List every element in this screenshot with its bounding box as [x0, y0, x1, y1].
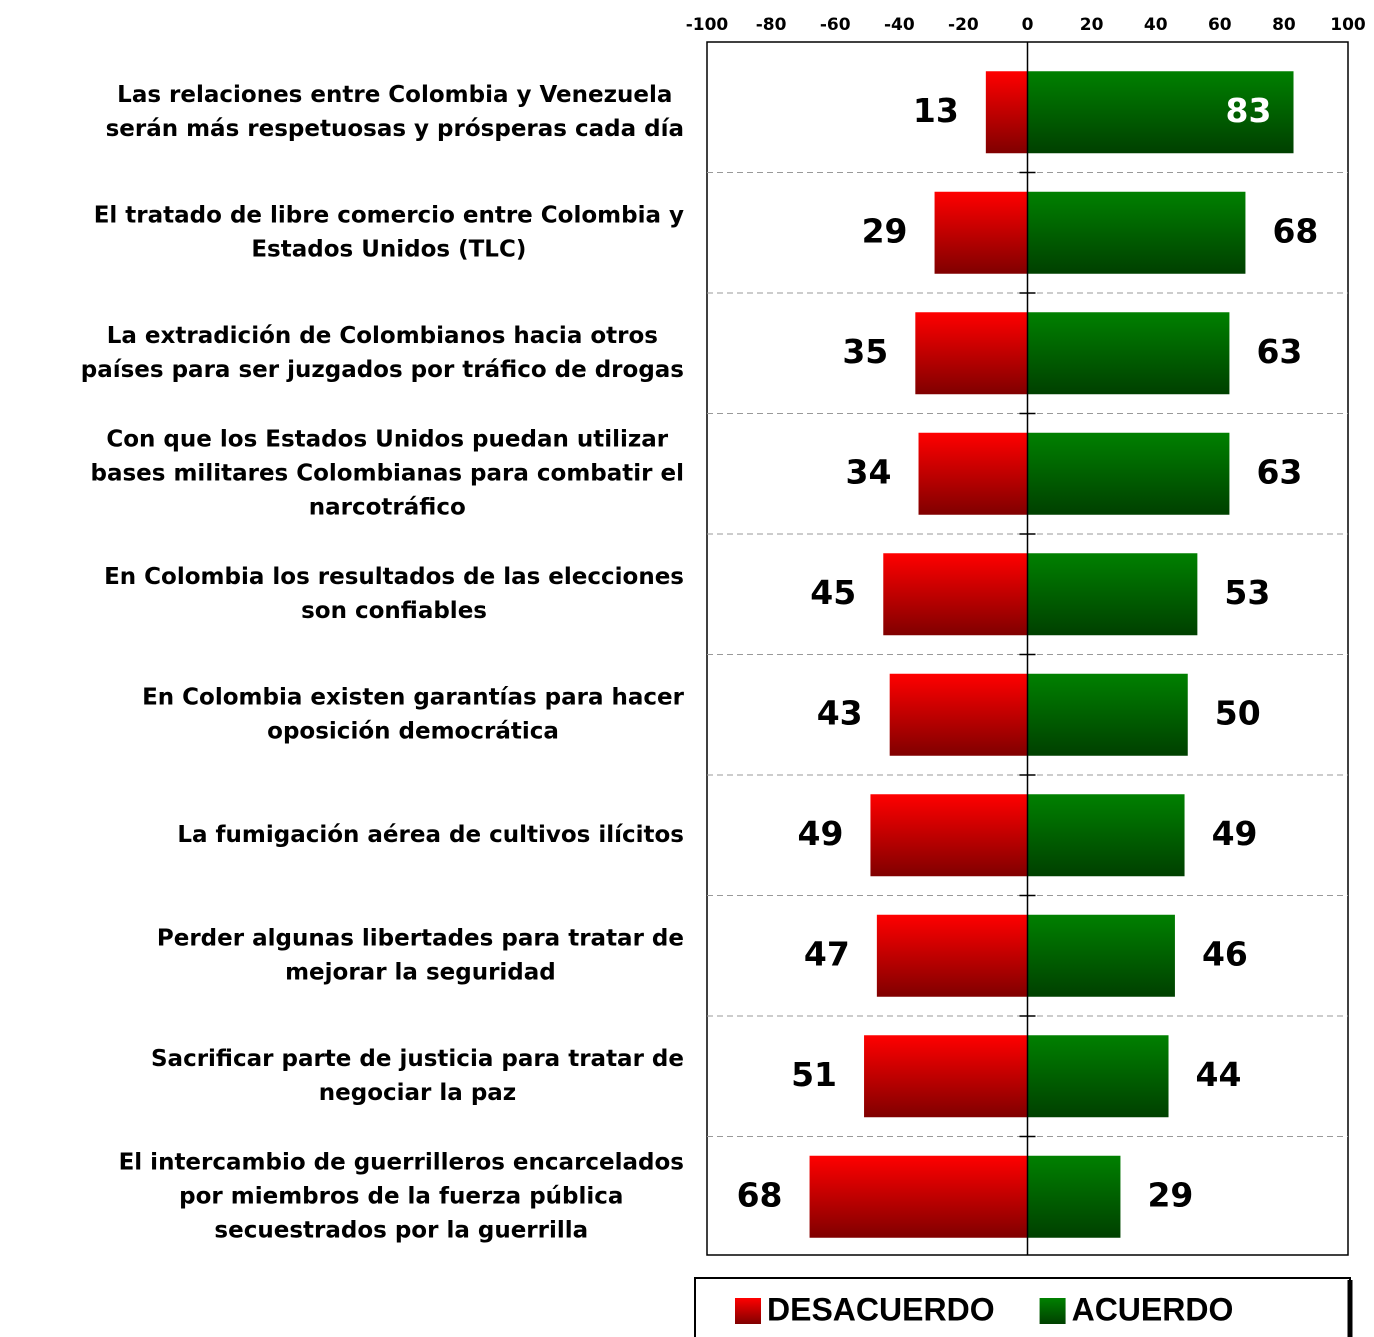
legend-box [694, 1277, 1351, 1337]
x-tick-label: -40 [884, 15, 915, 35]
category-line: Sacrificar parte de justicia para tratar… [151, 1046, 684, 1072]
bar [883, 553, 1028, 636]
bar [809, 1155, 1028, 1238]
value-label: 29 [1147, 1175, 1193, 1214]
bar [1027, 1035, 1169, 1118]
value-label: 83 [1226, 91, 1272, 130]
x-tick-label: 20 [1080, 15, 1104, 35]
category-line: oposición democrática [267, 718, 559, 744]
category-line: países para ser juzgados por tráfico de … [81, 357, 684, 383]
legend-label: ACUERDO [1072, 1291, 1234, 1327]
category-line: La extradición de Colombianos hacia otro… [107, 323, 658, 349]
value-label: 49 [797, 814, 843, 853]
category-line: bases militares Colombianas para combati… [91, 460, 685, 486]
category-label: El tratado de libre comercio entre Colom… [94, 202, 684, 262]
value-label: 43 [817, 693, 863, 732]
value-label: 49 [1212, 814, 1258, 853]
value-label: 13 [913, 91, 959, 130]
category-line: por miembros de la fuerza pública [179, 1183, 623, 1209]
category-line: En Colombia existen garantías para hacer [142, 684, 685, 710]
category-line: narcotráfico [309, 494, 466, 520]
category-label: La extradición de Colombianos hacia otro… [81, 323, 684, 383]
category-line: negociar la paz [319, 1080, 516, 1106]
bar [1027, 794, 1185, 877]
x-tick-label: 60 [1208, 15, 1232, 35]
bar [1027, 914, 1175, 997]
x-tick-label: -80 [756, 15, 787, 35]
bar [876, 914, 1028, 997]
x-tick-label: 100 [1330, 15, 1366, 35]
bar [985, 71, 1028, 154]
category-line: serán más respetuosas y prósperas cada d… [106, 116, 684, 142]
category-line: Con que los Estados Unidos puedan utiliz… [106, 426, 668, 452]
legend-swatch [1039, 1298, 1066, 1324]
bar [864, 1035, 1028, 1118]
legend-label: DESACUERDO [767, 1291, 995, 1327]
value-label: 29 [862, 211, 908, 250]
value-label: 63 [1256, 332, 1302, 371]
category-label: El intercambio de guerrilleros encarcela… [119, 1149, 684, 1243]
category-line: El tratado de libre comercio entre Colom… [94, 202, 684, 228]
category-line: secuestrados por la guerrilla [214, 1217, 588, 1243]
value-label: 63 [1256, 452, 1302, 491]
category-line: Perder algunas libertades para tratar de [157, 925, 684, 951]
value-label: 47 [804, 934, 850, 973]
x-tick-label: -100 [686, 15, 729, 35]
bar [1027, 673, 1188, 756]
bar [934, 191, 1028, 274]
value-label: 51 [791, 1055, 837, 1094]
bar [870, 794, 1028, 877]
value-label: 68 [1272, 211, 1318, 250]
x-tick-label: 40 [1144, 15, 1168, 35]
category-line: Las relaciones entre Colombia y Venezuel… [117, 82, 672, 108]
value-label: 34 [846, 452, 892, 491]
category-label: Con que los Estados Unidos puedan utiliz… [91, 426, 685, 520]
category-line: mejorar la seguridad [285, 959, 556, 985]
category-label: Las relaciones entre Colombia y Venezuel… [106, 82, 684, 142]
category-line: son confiables [301, 598, 487, 624]
category-label: En Colombia existen garantías para hacer… [142, 684, 685, 744]
value-label: 46 [1202, 934, 1248, 973]
bar [1027, 71, 1294, 154]
category-line: Estados Unidos (TLC) [251, 236, 526, 262]
category-label: Sacrificar parte de justicia para tratar… [151, 1046, 684, 1106]
bar [1027, 432, 1230, 515]
value-label: 45 [810, 573, 856, 612]
category-line: La fumigación aérea de cultivos ilícitos [177, 822, 684, 848]
value-label: 50 [1215, 693, 1261, 732]
bar [915, 312, 1028, 395]
x-tick-label: -20 [948, 15, 979, 35]
bar [889, 673, 1028, 756]
category-label: La fumigación aérea de cultivos ilícitos [177, 822, 684, 848]
category-label: Perder algunas libertades para tratar de… [157, 925, 684, 985]
x-tick-label: 0 [1022, 15, 1034, 35]
value-label: 44 [1196, 1055, 1242, 1094]
bar [1027, 191, 1246, 274]
bar [1027, 553, 1198, 636]
x-tick-label: -60 [820, 15, 851, 35]
bar [918, 432, 1028, 515]
value-label: 68 [737, 1175, 783, 1214]
x-tick-label: 80 [1272, 15, 1296, 35]
category-line: El intercambio de guerrilleros encarcela… [119, 1149, 684, 1175]
bar [1027, 1155, 1121, 1238]
value-label: 35 [842, 332, 888, 371]
category-line: En Colombia los resultados de las elecci… [104, 564, 684, 590]
legend-swatch [735, 1298, 761, 1324]
bar [1027, 312, 1230, 395]
category-label: En Colombia los resultados de las elecci… [104, 564, 684, 624]
value-label: 53 [1224, 573, 1270, 612]
